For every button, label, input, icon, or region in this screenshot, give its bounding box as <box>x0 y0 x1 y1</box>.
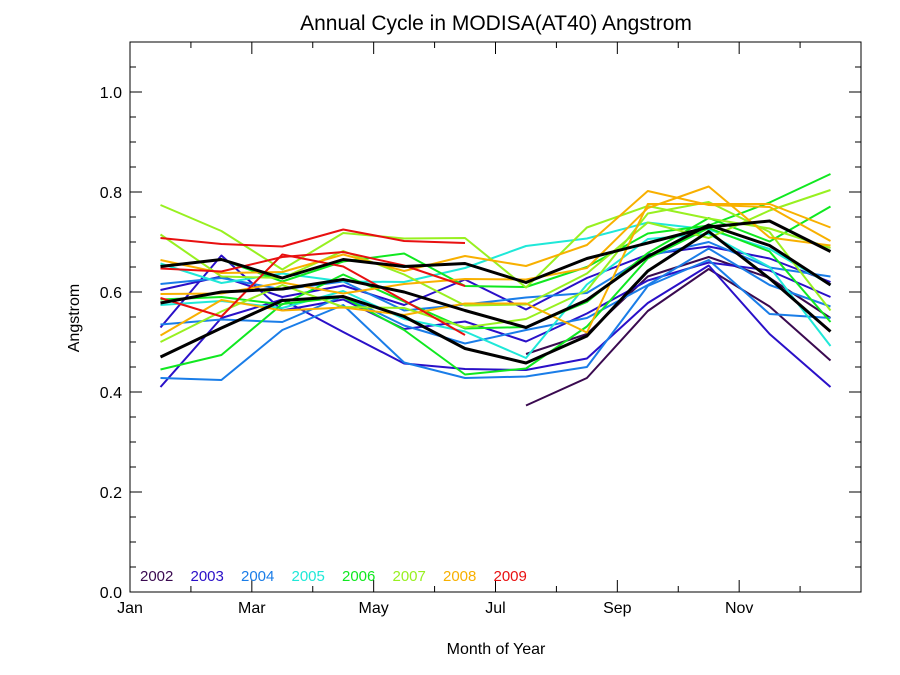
legend-item: 2008 <box>443 568 476 585</box>
series-line <box>159 203 831 337</box>
legend: 2002 2003 2004 2005 2006 2007 2008 2009 <box>140 568 527 585</box>
series-line <box>160 233 832 359</box>
y-tick-label: 0.4 <box>100 385 122 402</box>
y-tick-label: 0.0 <box>100 585 122 602</box>
x-tick-label: Nov <box>725 600 753 617</box>
series-line <box>159 189 831 307</box>
x-tick-label: Jul <box>485 600 505 617</box>
legend-item: 2007 <box>393 568 426 585</box>
series-line-mean <box>160 223 832 329</box>
x-axis-label: Month of Year <box>447 641 546 658</box>
legend-item: 2005 <box>292 568 325 585</box>
series-line <box>160 190 831 274</box>
series-layer <box>159 173 832 407</box>
legend-item: 2003 <box>191 568 224 585</box>
series-line <box>160 247 831 345</box>
ticks-layer: Jan Mar May Jul Sep Nov 0.0 0.2 0.4 0.6 0.8 1.0 <box>100 41 861 617</box>
legend-item: 2006 <box>342 568 375 585</box>
series-line <box>160 227 832 376</box>
series-line <box>159 264 832 388</box>
legend-item: 2009 <box>494 568 527 585</box>
series-line <box>160 185 831 295</box>
y-tick-label: 1.0 <box>100 85 122 102</box>
series-line-mean <box>160 219 832 284</box>
legend-item: 2004 <box>241 568 274 585</box>
series-line <box>160 204 831 289</box>
legend-item: 2002 <box>140 568 173 585</box>
x-tick-label: May <box>359 600 389 617</box>
series-line <box>159 254 831 343</box>
series-line-mean <box>159 230 832 365</box>
y-tick-label: 0.2 <box>100 485 122 502</box>
y-tick-label: 0.8 <box>100 185 122 202</box>
chart-title: Annual Cycle in MODISA(AT40) Angstrom <box>300 12 692 35</box>
plot-frame <box>129 41 862 593</box>
x-tick-label: Mar <box>238 600 266 617</box>
series-line <box>160 241 831 312</box>
x-tick-label: Sep <box>603 600 632 617</box>
series-line <box>160 251 466 287</box>
x-tick-label: Jan <box>117 600 143 617</box>
series-line <box>160 245 831 311</box>
series-line <box>160 259 831 381</box>
series-line <box>160 253 466 336</box>
y-axis-label: Angstrom <box>66 284 83 352</box>
series-line <box>160 228 466 248</box>
y-tick-label: 0.6 <box>100 285 122 302</box>
